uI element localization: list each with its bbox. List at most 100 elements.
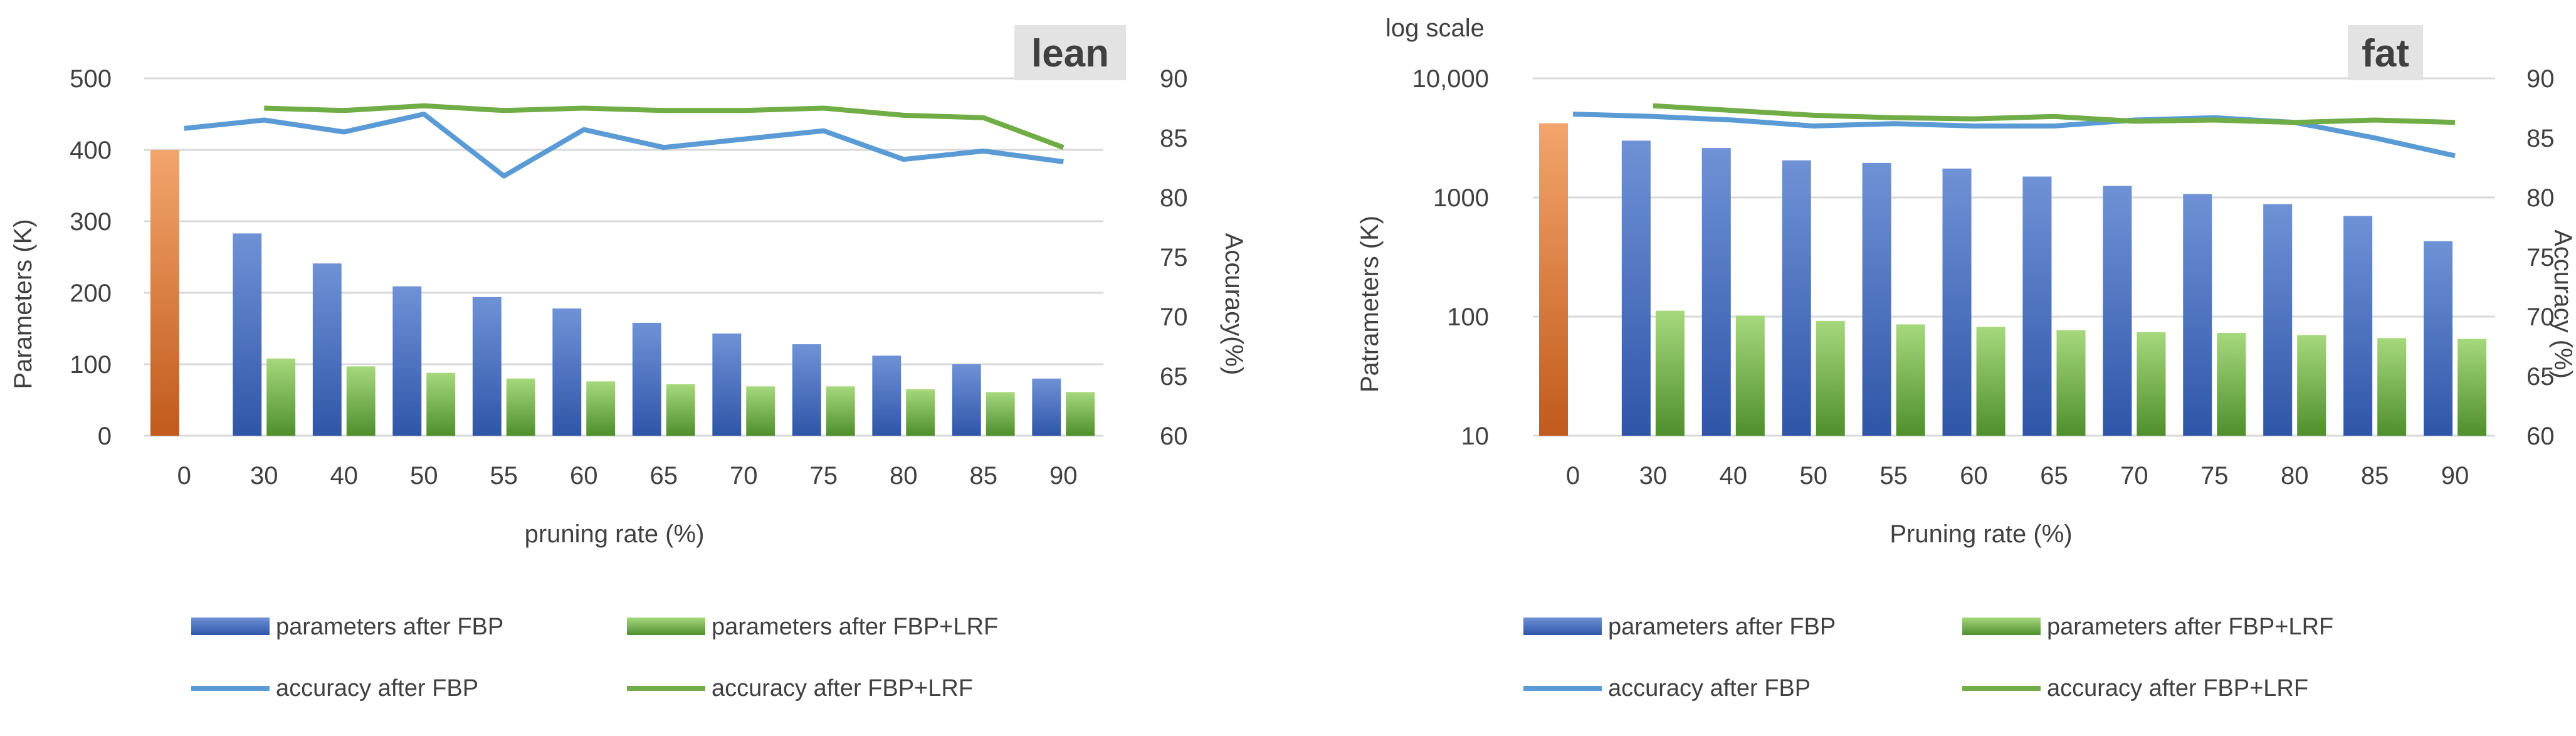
bar-params-lrf	[346, 366, 376, 436]
x-tick-label: 70	[730, 462, 758, 490]
fat-legend: parameters after FBP parameters after FB…	[1523, 614, 2333, 702]
bar-params-fbp	[233, 233, 262, 436]
y2-tick-label: 70	[1160, 303, 1188, 331]
y2-tick-label: 85	[1160, 125, 1188, 152]
x-tick-label: 80	[2281, 462, 2309, 490]
fat-scale-note: log scale	[1385, 14, 1485, 42]
legend-label-acc-lrf: accuracy after FBP+LRF	[2047, 675, 2308, 702]
x-tick-label: 70	[2120, 462, 2148, 490]
lean-tag-background	[1014, 25, 1126, 80]
x-tick-label: 85	[970, 462, 998, 490]
lean-accuracy-lines	[184, 103, 1065, 179]
bar-params-fbp	[392, 286, 422, 436]
lean-tick-labels: 0 100 200 300 400 500 60 65 70 75 80 85 90 0 30 40 50 55 6…	[70, 65, 1187, 490]
legend-label-params-fbp: parameters after FBP	[1608, 614, 1836, 640]
bar-params-lrf	[1066, 392, 1095, 436]
bar-params-lrf	[906, 389, 935, 436]
bar-params-fbp	[1032, 378, 1061, 436]
lean-y2-axis-label: Accuracy(%)	[1220, 233, 1248, 376]
legend-label-acc-lrf: accuracy after FBP+LRF	[712, 675, 973, 702]
y2-tick-label: 70	[2526, 303, 2555, 331]
x-tick-label: 65	[2040, 462, 2068, 490]
bar-params-fbp	[552, 308, 582, 436]
x-tick-label: 40	[1720, 462, 1748, 490]
bar-params-lrf	[826, 386, 855, 436]
y2-tick-label: 90	[2526, 65, 2555, 93]
legend-label-params-lrf: parameters after FBP+LRF	[2047, 614, 2333, 640]
bar-params-fbp	[1942, 168, 1972, 436]
y-tick-label: 300	[70, 208, 112, 236]
fat-bars	[1539, 123, 2487, 436]
bar-params-lrf	[506, 378, 535, 436]
y2-tick-label: 60	[1160, 423, 1188, 450]
fat-y-axis-label: Patrameters (K)	[1356, 216, 1384, 392]
lean-gridlines	[144, 77, 1103, 437]
y-tick-label: 0	[98, 423, 112, 450]
bar-params-lrf	[2458, 339, 2487, 436]
bar-params-fbp	[712, 333, 742, 436]
fat-accuracy-lines	[1572, 103, 2456, 159]
fat-tag-background	[2348, 25, 2423, 80]
fat-tick-labels: 10 100 1000 10,000 60 65 70 75 80 85 90 0 30 40 50 55 60…	[1412, 65, 2555, 490]
bar-params-fbp	[2022, 176, 2052, 436]
line-accuracy-fbp	[184, 112, 1064, 179]
x-tick-label: 75	[2200, 462, 2229, 490]
lean-tag: lean	[1031, 32, 1109, 75]
bar-params-lrf	[1735, 315, 1765, 436]
bar-params-fbp	[2343, 216, 2373, 436]
legend-swatch-params-lrf	[1962, 618, 2041, 635]
legend-label-acc-fbp: accuracy after FBP	[276, 675, 478, 702]
bar-params-fbp	[2103, 186, 2132, 436]
x-tick-label: 90	[1049, 462, 1078, 490]
bar-params-lrf	[986, 392, 1015, 436]
x-tick-label: 55	[490, 462, 518, 490]
bar-params-lrf	[2217, 332, 2246, 436]
bar-params-lrf	[266, 358, 296, 436]
bar-params-fbp	[1862, 162, 1891, 436]
bar-params-lrf	[2137, 332, 2166, 436]
y2-tick-label: 90	[1160, 65, 1188, 93]
bar-params-lrf	[2297, 335, 2326, 436]
bar-baseline	[150, 150, 179, 436]
bar-params-lrf	[426, 372, 456, 436]
bar-params-lrf	[2377, 338, 2407, 436]
lean-bars	[150, 150, 1095, 436]
y-tick-label: 100	[1447, 303, 1489, 331]
y2-tick-label: 75	[1160, 244, 1188, 271]
bar-params-fbp	[952, 364, 981, 436]
y2-tick-label: 75	[2526, 244, 2555, 271]
lean-legend: parameters after FBP parameters after FB…	[191, 614, 998, 702]
x-tick-label: 30	[1639, 462, 1668, 490]
x-tick-label: 80	[890, 462, 918, 490]
y2-tick-label: 80	[2526, 184, 2555, 212]
bar-params-lrf	[746, 386, 775, 436]
x-tick-label: 85	[2361, 462, 2389, 490]
bar-params-lrf	[1816, 320, 1845, 436]
x-tick-label: 55	[1879, 462, 1908, 490]
legend-swatch-params-lrf	[627, 618, 705, 635]
bar-params-fbp	[1701, 148, 1731, 436]
line-accuracy-lrf	[264, 103, 1065, 150]
x-tick-label: 50	[1799, 462, 1827, 490]
x-tick-label: 75	[810, 462, 838, 490]
y2-tick-label: 85	[2526, 125, 2555, 152]
bar-params-lrf	[1896, 324, 1925, 436]
y2-tick-label: 80	[1160, 184, 1188, 212]
fat-gridlines	[1533, 77, 2495, 437]
x-tick-label: 65	[650, 462, 678, 490]
x-tick-label: 0	[1566, 462, 1580, 490]
fat-x-axis-label: Pruning rate (%)	[1890, 520, 2072, 548]
y-tick-label: 10,000	[1412, 65, 1489, 93]
bar-params-lrf	[1655, 310, 1685, 436]
line-accuracy-lrf	[1653, 103, 2456, 125]
legend-swatch-params-fbp	[191, 618, 270, 635]
bar-params-fbp	[2263, 204, 2293, 436]
x-tick-label: 50	[410, 462, 438, 490]
bar-params-fbp	[312, 263, 342, 436]
bar-params-fbp	[1621, 140, 1651, 436]
fat-tag: fat	[2362, 32, 2409, 75]
bar-baseline	[1539, 123, 1569, 436]
bar-params-fbp	[1782, 160, 1811, 436]
y-tick-label: 100	[70, 351, 112, 379]
